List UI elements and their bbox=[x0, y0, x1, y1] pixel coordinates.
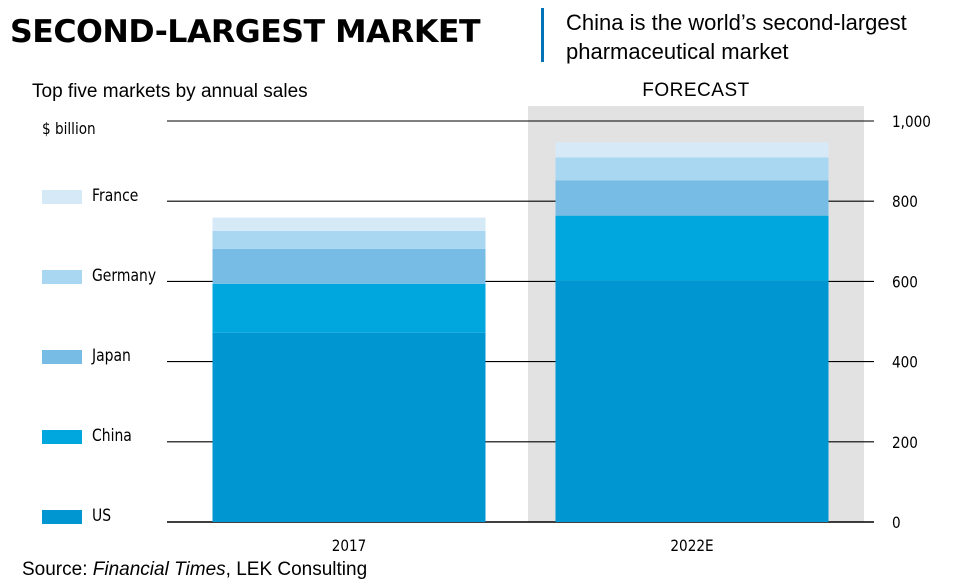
source-publication: Financial Times bbox=[92, 559, 226, 580]
y-tick-label-600: 600 bbox=[892, 273, 918, 291]
chart-title: SECOND-LARGEST MARKET bbox=[10, 14, 481, 50]
y-tick-label-0: 0 bbox=[892, 514, 901, 532]
legend-label-germany: Germany bbox=[92, 266, 157, 286]
bar-germany-2022e bbox=[555, 157, 829, 181]
chart-subtitle: Top five markets by annual sales bbox=[32, 81, 308, 102]
bar-china-2017 bbox=[212, 283, 486, 333]
y-tick-label-800: 800 bbox=[892, 193, 918, 211]
source-suffix: , LEK Consulting bbox=[225, 559, 368, 580]
legend-label-us: US bbox=[92, 506, 112, 526]
bar-japan-2022e bbox=[555, 180, 829, 216]
subtitle-line-1: China is the world’s second-largest bbox=[566, 10, 907, 35]
bar-us-2017 bbox=[212, 332, 486, 522]
legend-label-japan: Japan bbox=[92, 346, 131, 366]
x-tick-label-2017: 2017 bbox=[332, 537, 367, 555]
legend-label-france: France bbox=[92, 186, 139, 206]
bar-japan-2017 bbox=[212, 248, 486, 284]
legend-swatch-china bbox=[42, 430, 82, 444]
legend-swatch-germany bbox=[42, 270, 82, 284]
subtitle-line-2: pharmaceutical market bbox=[566, 39, 789, 64]
x-tick-label-2022e: 2022E bbox=[670, 537, 713, 555]
legend-swatch-us bbox=[42, 510, 82, 524]
y-tick-label-200: 200 bbox=[892, 434, 918, 452]
y-tick-label-400: 400 bbox=[892, 354, 918, 372]
source-note: Source: Financial Times, LEK Consulting bbox=[22, 559, 367, 581]
legend-swatch-france bbox=[42, 190, 82, 204]
bar-france-2017 bbox=[212, 217, 486, 231]
chart-headline-subtitle: China is the world’s second-largest phar… bbox=[566, 8, 962, 66]
legend-label-china: China bbox=[92, 426, 132, 446]
y-axis-unit-label: $ billion bbox=[42, 119, 96, 138]
title-divider bbox=[541, 8, 544, 62]
bar-france-2022e bbox=[555, 142, 829, 158]
bar-china-2022e bbox=[555, 215, 829, 281]
legend-swatch-japan bbox=[42, 350, 82, 364]
bar-us-2022e bbox=[555, 280, 829, 522]
y-tick-label-1000: 1,000 bbox=[892, 113, 931, 131]
forecast-label: FORECAST bbox=[642, 80, 750, 101]
source-prefix: Source: bbox=[22, 559, 93, 580]
bar-germany-2017 bbox=[212, 230, 486, 249]
